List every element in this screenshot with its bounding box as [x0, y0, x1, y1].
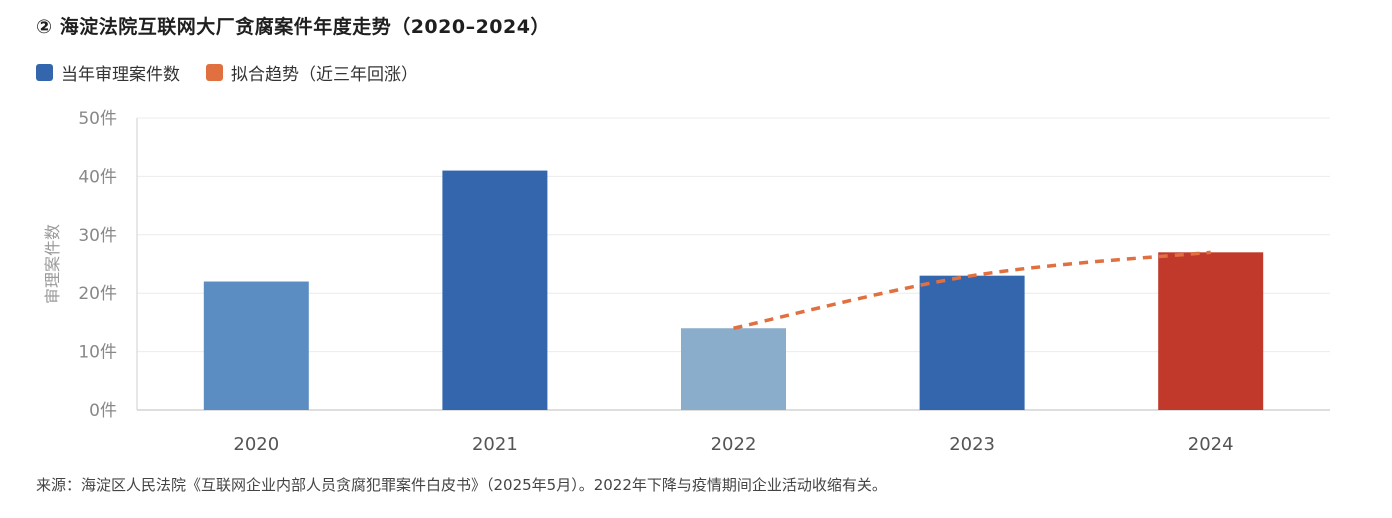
x-tick-label: 2021 — [472, 434, 518, 455]
bar-2023 — [919, 275, 1025, 410]
legend-label-cases: 当年审理案件数 — [61, 65, 180, 85]
legend-swatch-trend — [206, 64, 223, 81]
source-footnote: 来源：海淀区人民法院《互联网企业内部人员贪腐犯罪案件白皮书》（2025年5月）。… — [36, 476, 887, 494]
bar-2020 — [203, 281, 309, 410]
x-tick-label: 2024 — [1188, 434, 1234, 455]
y-tick-label: 50件 — [78, 109, 117, 129]
y-tick-label: 40件 — [78, 167, 117, 187]
x-tick-label: 2023 — [949, 434, 995, 455]
bar-2021 — [442, 170, 548, 410]
x-tick-label: 2022 — [711, 434, 757, 455]
chart-title: ② 海淀法院互联网大厂贪腐案件年度走势（2020–2024） — [36, 16, 550, 38]
x-tick-label: 2020 — [233, 434, 279, 455]
legend: 当年审理案件数 拟合趋势（近三年回涨） — [36, 60, 418, 85]
trend-line — [733, 250, 1211, 330]
legend-item-trend: 拟合趋势（近三年回涨） — [206, 60, 418, 85]
legend-label-trend: 拟合趋势（近三年回涨） — [231, 65, 418, 85]
bar-2024 — [1158, 252, 1264, 410]
legend-item-cases: 当年审理案件数 — [36, 60, 180, 85]
bar-2022 — [681, 328, 786, 410]
y-tick-label: 0件 — [89, 401, 117, 421]
y-tick-label: 20件 — [78, 284, 117, 304]
y-axis-label: 审理案件数 — [43, 224, 62, 304]
y-tick-label: 10件 — [78, 343, 117, 363]
legend-swatch-cases — [36, 64, 53, 81]
y-tick-label: 30件 — [78, 226, 117, 246]
